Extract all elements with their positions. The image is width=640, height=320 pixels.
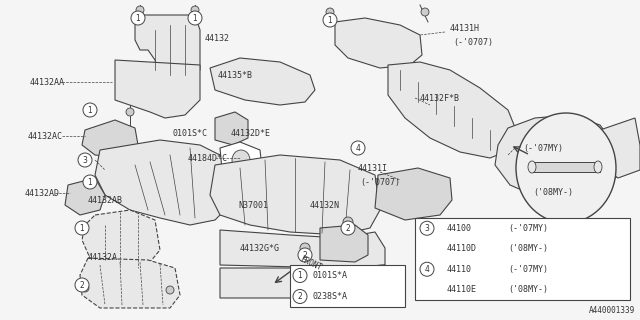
Text: 44132AC: 44132AC [28,132,63,140]
Circle shape [293,290,307,303]
Text: 44132F*B: 44132F*B [420,93,460,102]
Text: 4: 4 [356,143,360,153]
Circle shape [75,221,89,235]
Circle shape [323,13,337,27]
Polygon shape [220,142,262,175]
Text: 44132AA: 44132AA [30,77,65,86]
Text: 44132D*E: 44132D*E [231,129,271,138]
Text: ('08MY-): ('08MY-) [533,188,573,196]
Bar [415,218,630,300]
Polygon shape [320,225,368,262]
Text: 44110E: 44110E [447,285,477,294]
Text: 44135*B: 44135*B [218,70,253,79]
Circle shape [420,262,434,276]
Polygon shape [388,62,518,158]
Polygon shape [95,140,235,225]
Ellipse shape [516,113,616,223]
Text: 44132N: 44132N [310,201,340,210]
Text: 44131I: 44131I [358,164,388,172]
Bar [290,265,405,307]
Circle shape [191,6,199,14]
Circle shape [188,11,202,25]
Ellipse shape [528,161,536,173]
Text: 44100: 44100 [447,224,472,233]
Text: (-'07MY): (-'07MY) [508,224,548,233]
Circle shape [293,268,307,283]
Circle shape [131,11,145,25]
Text: N37001: N37001 [238,201,268,210]
Circle shape [83,103,97,117]
Circle shape [341,221,355,235]
Text: 3: 3 [424,224,429,233]
Circle shape [420,221,434,235]
Polygon shape [135,15,200,80]
Polygon shape [375,168,452,220]
Text: (-'0707): (-'0707) [360,178,400,187]
Text: 44131H: 44131H [450,23,480,33]
Text: 1: 1 [136,13,140,22]
Text: 1: 1 [328,15,332,25]
Polygon shape [530,162,600,172]
Text: 44132: 44132 [205,34,230,43]
Polygon shape [335,18,422,68]
Polygon shape [600,118,640,178]
Polygon shape [215,112,248,145]
Text: 44132G*G: 44132G*G [240,244,280,252]
Polygon shape [220,265,388,298]
Text: 1: 1 [88,178,92,187]
Text: 44132A: 44132A [88,253,118,262]
Polygon shape [80,258,180,308]
Text: ('08MY-): ('08MY-) [508,244,548,253]
Text: A440001339: A440001339 [589,306,635,315]
Circle shape [166,286,174,294]
Text: 1: 1 [193,13,197,22]
Text: ('08MY-): ('08MY-) [508,285,548,294]
Circle shape [78,153,92,167]
Polygon shape [210,58,315,105]
Circle shape [298,248,312,262]
Text: 0101S*C: 0101S*C [172,129,207,138]
Text: 2: 2 [346,223,350,233]
Text: 1: 1 [298,271,302,280]
Circle shape [300,243,310,253]
Text: 0101S*A: 0101S*A [312,271,347,280]
Circle shape [126,108,134,116]
Text: 1: 1 [88,106,92,115]
Circle shape [343,217,353,227]
Text: 44110D: 44110D [447,244,477,253]
Text: FRONT: FRONT [298,255,323,273]
Text: (-'07MY): (-'07MY) [508,265,548,274]
Polygon shape [82,210,160,270]
Text: (-'0707): (-'0707) [453,37,493,46]
Polygon shape [82,120,138,158]
Polygon shape [220,230,385,268]
Circle shape [81,284,89,292]
Polygon shape [495,115,618,200]
Text: 1: 1 [79,223,84,233]
Text: 44184D*C: 44184D*C [188,154,228,163]
Text: 44110: 44110 [447,265,472,274]
Text: 4: 4 [424,265,429,274]
Text: 44132AB: 44132AB [88,196,123,204]
Text: 0238S*A: 0238S*A [312,292,347,301]
Text: 2: 2 [79,281,84,290]
Ellipse shape [232,150,250,170]
Text: 44132AD: 44132AD [25,188,60,197]
Ellipse shape [594,161,602,173]
Circle shape [75,278,89,292]
Polygon shape [115,60,200,118]
Circle shape [326,8,334,16]
Circle shape [83,175,97,189]
Text: (-'07MY): (-'07MY) [523,143,563,153]
Text: 2: 2 [298,292,302,301]
Polygon shape [65,178,105,215]
Circle shape [351,141,365,155]
Circle shape [421,8,429,16]
Circle shape [136,6,144,14]
Text: 3: 3 [83,156,88,164]
Text: 2: 2 [303,251,307,260]
Polygon shape [210,155,380,235]
